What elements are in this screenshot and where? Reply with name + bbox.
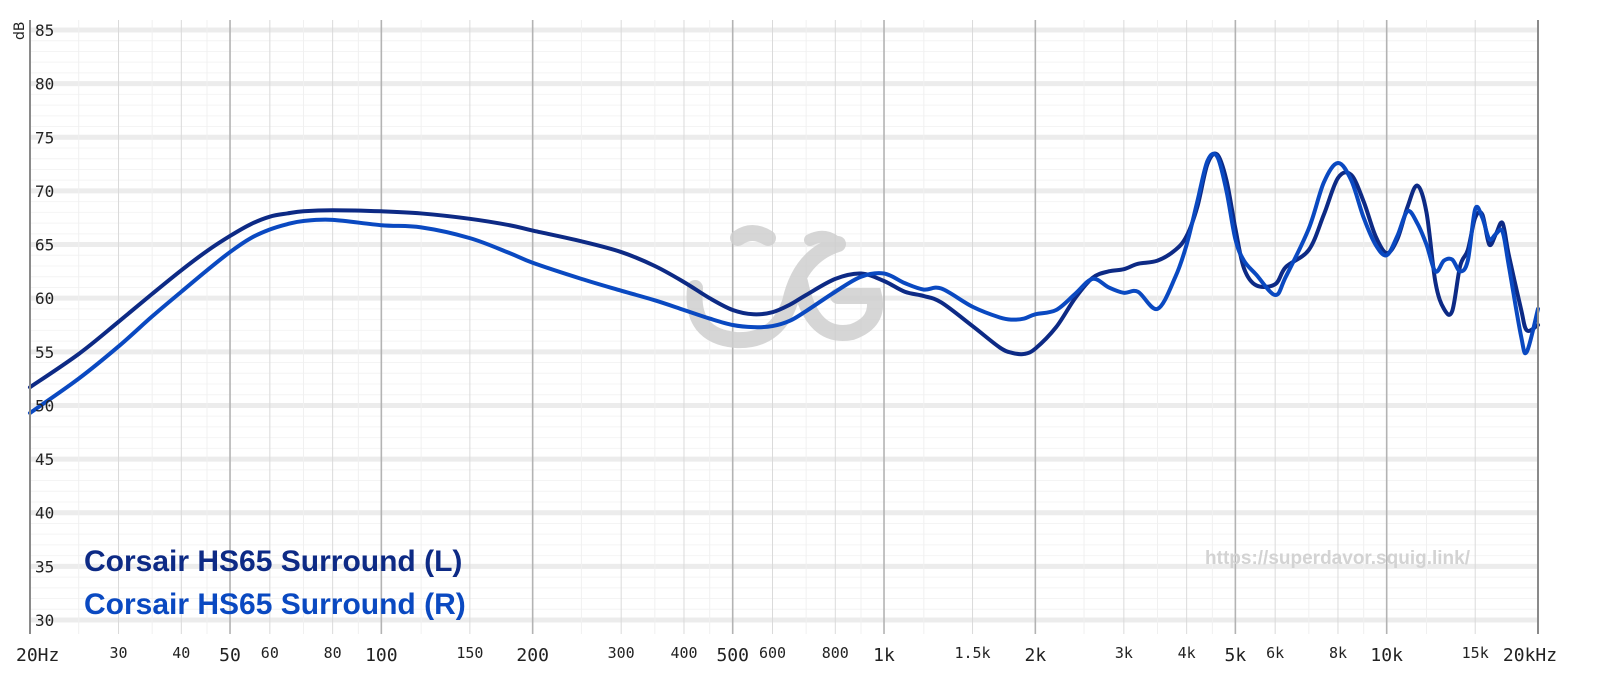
x-tick-label: 200 (516, 645, 549, 666)
x-tick-label: 800 (822, 644, 849, 662)
y-tick-label: 70 (35, 182, 54, 201)
x-tick-label: 40 (172, 644, 190, 662)
x-tick-label: 400 (670, 644, 697, 662)
x-tick-label: 2k (1024, 645, 1046, 666)
x-tick-label: 20kHz (1503, 645, 1557, 666)
x-tick-label: 4k (1178, 644, 1196, 662)
y-tick-label: 80 (35, 75, 54, 94)
y-tick-label: 50 (35, 396, 54, 415)
series-layer (28, 151, 1540, 415)
x-tick-label: 50 (219, 645, 241, 666)
x-tick-label: 5k (1225, 645, 1247, 666)
legend: Corsair HS65 Surround (L) Corsair HS65 Su… (84, 545, 466, 621)
x-tick-label: 600 (759, 644, 786, 662)
y-tick-label: 65 (35, 236, 54, 255)
y-tick-label: 55 (35, 343, 54, 362)
y-axis-unit-label: dB (12, 22, 28, 41)
y-tick-label: 60 (35, 289, 54, 308)
x-tick-label: 100 (365, 645, 398, 666)
x-tick-label: 1.5k (954, 644, 990, 662)
x-tick-label: 20Hz (16, 645, 59, 666)
x-tick-label: 6k (1266, 644, 1284, 662)
legend-entry-left[interactable]: Corsair HS65 Surround (L) (84, 545, 462, 578)
x-tick-label: 80 (324, 644, 342, 662)
y-tick-label: 75 (35, 128, 54, 147)
x-tick-label: 150 (456, 644, 483, 662)
y-tick-label: 40 (35, 504, 54, 523)
x-tick-label: 300 (608, 644, 635, 662)
y-tick-label: 35 (35, 557, 54, 576)
series-line-right (28, 151, 1540, 415)
watermark-url: https://superdavor.squig.link/ (1205, 548, 1471, 569)
axes: 30 35 40 45 50 55 60 65 70 75 80 85 20Hz 30 40 50 60 80 10… (16, 20, 1557, 666)
x-tick-label: 60 (261, 644, 279, 662)
x-tick-label: 8k (1329, 644, 1347, 662)
y-tick-label: 30 (35, 611, 54, 630)
x-tick-label: 500 (716, 645, 749, 666)
legend-entry-right[interactable]: Corsair HS65 Surround (R) (84, 588, 466, 621)
y-tick-label: 85 (35, 21, 54, 40)
x-tick-label: 3k (1115, 644, 1133, 662)
x-tick-label: 15k (1462, 644, 1489, 662)
x-tick-label: 1k (873, 645, 895, 666)
grid (29, 20, 1539, 634)
x-tick-label: 30 (109, 644, 127, 662)
x-tick-label: 10k (1370, 645, 1403, 666)
y-tick-label: 45 (35, 450, 54, 469)
